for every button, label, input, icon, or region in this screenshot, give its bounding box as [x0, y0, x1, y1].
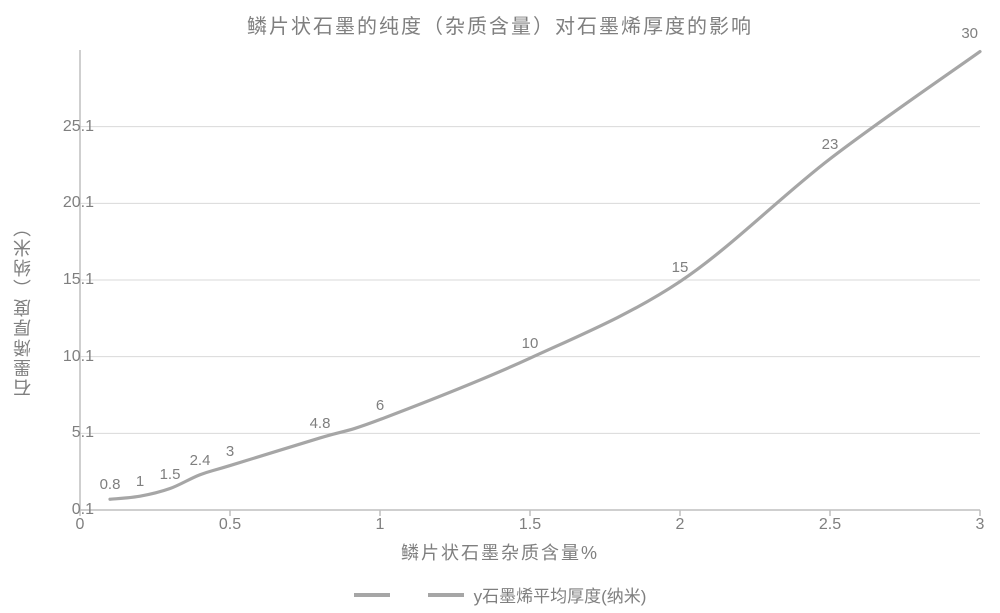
top-right-value-label: 30	[961, 25, 978, 42]
legend-item: y石墨烯平均厚度(纳米)	[428, 582, 647, 607]
data-point-label: 2.4	[190, 452, 211, 469]
series-line	[110, 52, 980, 500]
x-tick-label: 1	[376, 516, 385, 534]
x-tick-label: 2	[676, 516, 685, 534]
legend: y石墨烯平均厚度(纳米)	[0, 582, 1000, 607]
data-point-label: 1	[136, 473, 144, 490]
data-point-label: 1.5	[160, 466, 181, 483]
data-point-label: 10	[522, 335, 539, 352]
legend-label: y石墨烯平均厚度(纳米)	[474, 582, 647, 607]
plot-svg	[80, 50, 980, 510]
y-axis-title: 石墨烯厚度（纳米）	[10, 217, 36, 397]
legend-swatch	[428, 593, 464, 597]
data-point-label: 4.8	[310, 415, 331, 432]
x-axis-title: 鳞片状石墨杂质含量%	[0, 539, 1000, 565]
data-point-label: 23	[822, 136, 839, 153]
chart-container: 鳞片状石墨的纯度（杂质含量）对石墨烯厚度的影响 30 石墨烯厚度（纳米） 0.1…	[0, 0, 1000, 613]
y-tick-label: 5.1	[72, 424, 94, 442]
x-tick-label: 0	[76, 516, 85, 534]
data-point-label: 3	[226, 443, 234, 460]
y-tick-label: 15.1	[63, 271, 94, 289]
plot-area	[80, 50, 980, 510]
x-tick-label: 1.5	[519, 516, 541, 534]
gridlines	[80, 127, 980, 510]
data-point-label: 15	[672, 259, 689, 276]
chart-title: 鳞片状石墨的纯度（杂质含量）对石墨烯厚度的影响	[0, 10, 1000, 39]
data-point-label: 6	[376, 397, 384, 414]
x-tick-label: 3	[976, 516, 985, 534]
y-tick-label: 25.1	[63, 118, 94, 136]
data-point-label: 0.8	[100, 476, 121, 493]
legend-swatch	[354, 593, 390, 597]
x-tick-label: 2.5	[819, 516, 841, 534]
legend-item	[354, 593, 400, 597]
y-tick-label: 20.1	[63, 194, 94, 212]
x-tick-label: 0.5	[219, 516, 241, 534]
y-tick-label: 10.1	[63, 348, 94, 366]
